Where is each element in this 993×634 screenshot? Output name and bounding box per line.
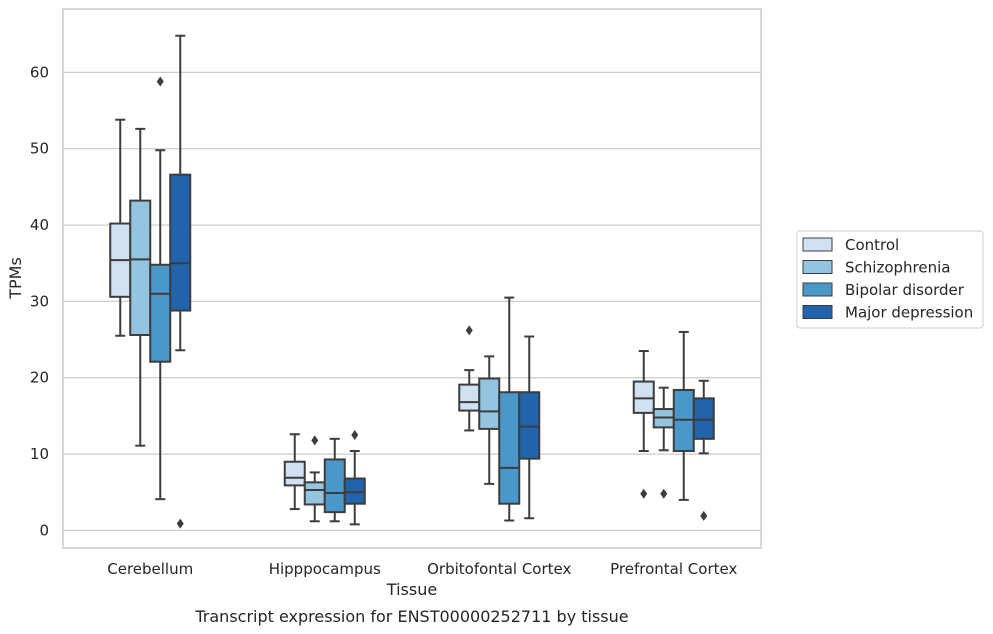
box-body	[283, 460, 306, 487]
box-body	[692, 397, 715, 440]
legend-label: Major depression	[845, 304, 973, 322]
legend: Control Schizophrenia Bipolar disorder Majo…	[796, 230, 984, 329]
box-body	[478, 377, 501, 430]
y-axis-label: TPMs	[6, 257, 25, 300]
box-1-3	[652, 386, 675, 499]
box-body	[343, 477, 366, 505]
legend-label: Control	[845, 236, 899, 254]
box-0-0	[109, 118, 132, 337]
box-0-1	[283, 433, 306, 511]
plot-frame	[62, 8, 762, 549]
box-3-0	[169, 34, 192, 529]
box-2-3	[672, 330, 695, 501]
box-body	[323, 458, 346, 514]
box-body	[632, 380, 655, 414]
y-tick-label: 20	[30, 369, 49, 387]
box-2-2	[498, 296, 521, 522]
box-3-2	[518, 335, 541, 520]
box-groups	[109, 34, 715, 529]
box-body	[518, 391, 541, 460]
box-2-1	[323, 437, 346, 523]
box-1-2	[478, 355, 501, 485]
y-tick-label: 30	[30, 292, 49, 310]
x-axis-ticks: Cerebellum Hipppocampus Orbitofontal Corte…	[107, 560, 737, 578]
y-tick-label: 50	[30, 140, 49, 158]
box-1-0	[129, 127, 152, 447]
legend-swatch	[802, 260, 833, 274]
x-tick-label: Orbitofontal Cortex	[427, 560, 571, 578]
y-tick-label: 60	[30, 63, 49, 81]
outlier-point	[640, 488, 648, 499]
outlier-point	[311, 435, 319, 446]
box-body	[458, 383, 481, 412]
outlier-point	[660, 488, 668, 499]
y-tick-label: 0	[39, 521, 49, 539]
outlier-point	[700, 510, 708, 521]
x-tick-label: Hipppocampus	[269, 560, 381, 578]
x-tick-label: Cerebellum	[107, 560, 193, 578]
y-tick-label: 10	[30, 445, 49, 463]
outlier-point	[156, 76, 164, 87]
box-body	[169, 173, 192, 312]
legend-swatch	[802, 282, 833, 297]
box-1-1	[303, 435, 326, 523]
legend-swatch	[802, 305, 833, 319]
box-0-3	[632, 350, 655, 499]
legend-frame	[796, 230, 984, 329]
y-tick-label: 40	[30, 216, 49, 234]
box-body	[129, 199, 152, 336]
x-axis-label: Tissue	[386, 580, 437, 599]
legend-swatch	[802, 237, 833, 252]
outlier-point	[176, 518, 184, 529]
y-axis-ticks: 0 10 20 30 40 50 60	[30, 63, 49, 539]
box-3-3	[692, 379, 715, 521]
box-2-0	[149, 76, 172, 501]
x-tick-label: Prefrontal Cortex	[610, 560, 737, 578]
outlier-point	[465, 325, 473, 336]
chart-caption: Transcript expression for ENST0000025271…	[194, 607, 628, 626]
box-body	[498, 391, 521, 505]
legend-label: Schizophrenia	[845, 259, 950, 277]
outlier-point	[351, 430, 359, 441]
box-body	[149, 263, 172, 363]
box-3-1	[343, 430, 366, 526]
box-body	[303, 481, 326, 506]
legend-label: Bipolar disorder	[845, 281, 965, 299]
